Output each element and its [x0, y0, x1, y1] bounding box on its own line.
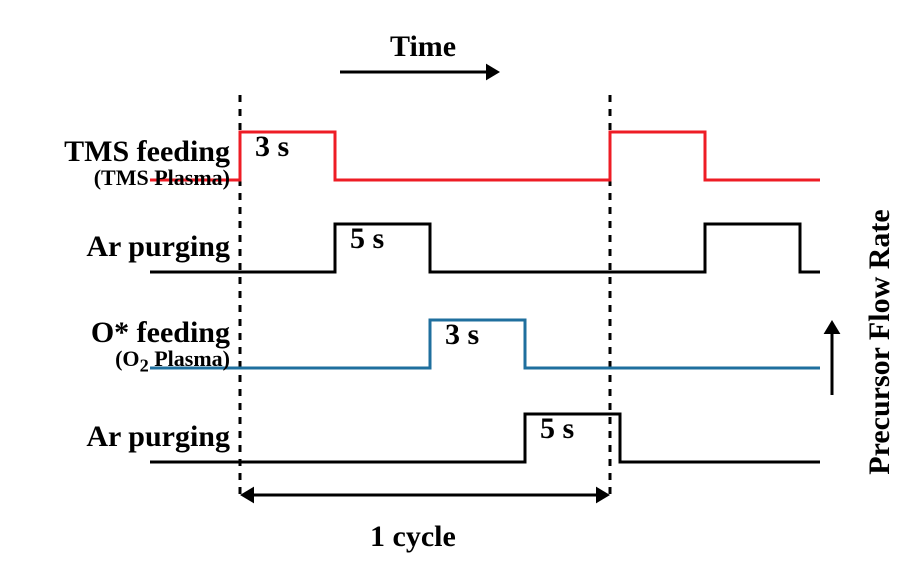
- flow-rate-axis-label: Precursor Flow Rate: [863, 192, 897, 492]
- row-sublabel-o2: (O2 Plasma): [115, 346, 230, 376]
- pulse-label-o2: 3 s: [445, 318, 479, 352]
- cycle-label: 1 cycle: [370, 520, 456, 554]
- trace-ar2: [150, 414, 820, 462]
- trace-tms: [150, 132, 820, 180]
- pulse-label-ar1: 5 s: [350, 222, 384, 256]
- pulse-label-tms: 3 s: [255, 130, 289, 164]
- diagram-stage: Time Precursor Flow Rate 1 cycle TMS fee…: [0, 0, 909, 575]
- row-label-ar2: Ar purging: [86, 420, 230, 454]
- row-label-ar1: Ar purging: [86, 230, 230, 264]
- trace-o2: [150, 320, 820, 368]
- pulse-label-ar2: 5 s: [540, 412, 574, 446]
- timing-svg: [0, 0, 909, 575]
- time-axis-label: Time: [390, 30, 456, 64]
- trace-ar1: [150, 224, 820, 272]
- row-sublabel-tms: (TMS Plasma): [94, 165, 230, 191]
- row-label-tms: TMS feeding: [64, 135, 230, 169]
- row-label-o2: O* feeding: [91, 316, 230, 350]
